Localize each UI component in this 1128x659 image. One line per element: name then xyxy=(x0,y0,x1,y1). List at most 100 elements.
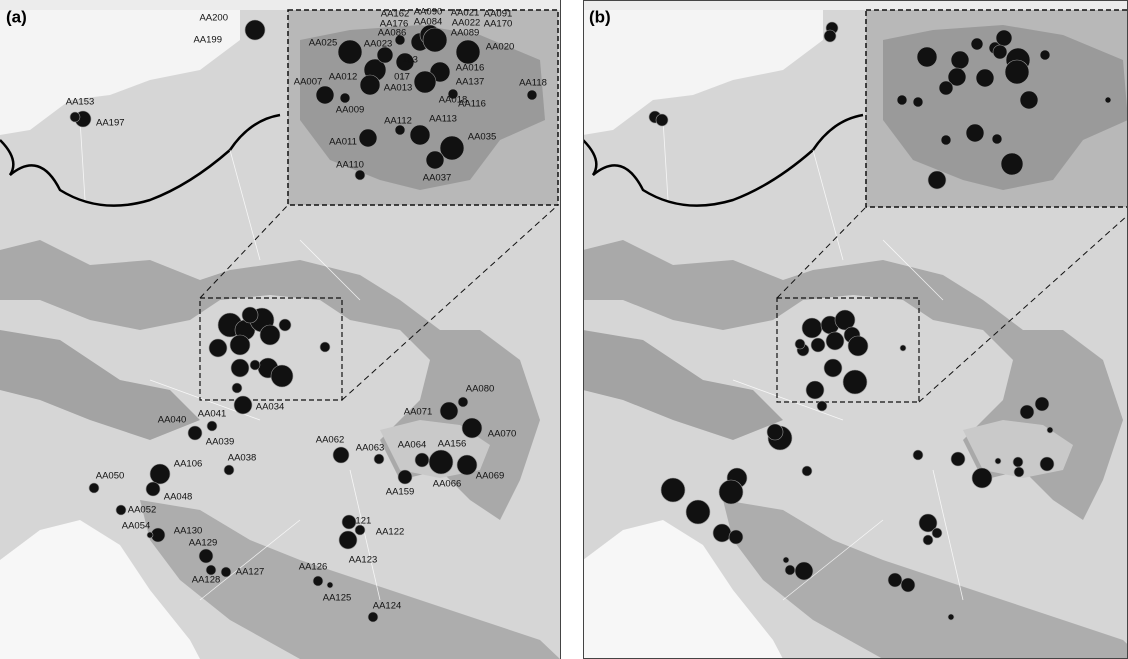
site-label: AA116 xyxy=(458,99,486,110)
site-dot xyxy=(368,612,378,622)
site-dot xyxy=(440,402,458,420)
site-dot xyxy=(221,567,231,577)
site-dot xyxy=(802,318,822,338)
site-dot xyxy=(457,455,477,475)
site-dot xyxy=(785,565,795,575)
site-dot xyxy=(928,171,946,189)
site-dot xyxy=(1020,91,1038,109)
site-dot xyxy=(188,426,202,440)
site-dot xyxy=(817,401,827,411)
site-label: AA110 xyxy=(336,160,364,171)
site-label: AA007 xyxy=(294,77,323,88)
site-label: AA064 xyxy=(398,440,427,451)
site-dot xyxy=(1047,427,1053,433)
site-dot xyxy=(70,112,80,122)
site-dot xyxy=(116,505,126,515)
site-dot xyxy=(966,124,984,142)
site-dot xyxy=(993,45,1007,59)
site-dot xyxy=(360,75,380,95)
site-label: AA040 xyxy=(158,415,187,426)
site-label: AA153 xyxy=(66,97,95,108)
site-label: AA200 xyxy=(199,13,228,24)
site-label: AA066 xyxy=(433,479,462,490)
site-dot xyxy=(440,136,464,160)
site-dot xyxy=(245,20,265,40)
site-dot xyxy=(327,582,333,588)
site-label: AA016 xyxy=(456,63,485,74)
site-dot xyxy=(234,396,252,414)
site-label: AA062 xyxy=(316,435,345,446)
site-dot xyxy=(897,95,907,105)
site-dot xyxy=(199,549,213,563)
site-label: AA089 xyxy=(451,28,480,39)
site-dot xyxy=(410,125,430,145)
site-label: AA080 xyxy=(466,384,495,395)
site-label: AA011 xyxy=(329,137,357,148)
site-label: AA035 xyxy=(468,132,497,143)
site-dot xyxy=(1001,153,1023,175)
site-label: 183 xyxy=(402,55,418,66)
site-dot xyxy=(355,170,365,180)
site-dot xyxy=(719,480,743,504)
site-dot xyxy=(661,478,685,502)
site-dot xyxy=(971,38,983,50)
site-dot xyxy=(848,336,868,356)
site-dot xyxy=(359,129,377,147)
site-dot xyxy=(1040,50,1050,60)
site-label: AA038 xyxy=(228,453,257,464)
site-dot xyxy=(951,452,965,466)
site-dot xyxy=(795,562,813,580)
site-dot xyxy=(260,325,280,345)
site-dot xyxy=(824,359,842,377)
site-label: AA129 xyxy=(189,538,218,549)
site-dot xyxy=(1005,60,1029,84)
site-dot xyxy=(826,332,844,350)
site-label: AA123 xyxy=(349,555,378,566)
site-dot xyxy=(147,532,153,538)
site-label: AA113 xyxy=(429,114,457,125)
site-label: AA086 xyxy=(378,28,407,39)
site-label: AA137 xyxy=(456,77,485,88)
site-dot xyxy=(458,397,468,407)
site-label: AA130 xyxy=(174,526,203,537)
site-dot xyxy=(242,307,258,323)
site-label: 017 xyxy=(394,72,410,83)
site-label: AA052 xyxy=(128,505,157,516)
panel-label: (b) xyxy=(589,7,611,26)
site-dot xyxy=(811,338,825,352)
site-dot xyxy=(713,524,731,542)
site-label: AA128 xyxy=(192,575,221,586)
site-label: AA041 xyxy=(198,409,227,420)
site-dot xyxy=(1105,97,1111,103)
site-dot xyxy=(996,30,1012,46)
site-dot xyxy=(374,454,384,464)
site-dot xyxy=(207,421,217,431)
site-dot xyxy=(398,470,412,484)
site-dot xyxy=(939,81,953,95)
site-label: AA121 xyxy=(343,516,372,527)
site-dot xyxy=(913,97,923,107)
site-dot xyxy=(901,578,915,592)
site-label: AA009 xyxy=(336,105,365,116)
site-dot xyxy=(150,464,170,484)
site-label: AA050 xyxy=(96,471,125,482)
site-dot xyxy=(230,335,250,355)
site-dot xyxy=(232,383,242,393)
site-label: AA197 xyxy=(96,118,125,129)
site-label: AA127 xyxy=(236,567,265,578)
site-dot xyxy=(146,482,160,496)
site-label: AA084 xyxy=(414,17,443,28)
site-label: AA199 xyxy=(193,35,222,46)
site-dot xyxy=(976,69,994,87)
site-dot xyxy=(888,573,902,587)
site-dot xyxy=(462,418,482,438)
site-dot xyxy=(340,93,350,103)
site-label: AA023 xyxy=(364,39,393,50)
site-dot xyxy=(89,483,99,493)
site-label: AA125 xyxy=(323,593,352,604)
site-label: AA020 xyxy=(486,42,515,53)
site-dot xyxy=(802,466,812,476)
site-dot xyxy=(729,530,743,544)
site-dot xyxy=(339,531,357,549)
